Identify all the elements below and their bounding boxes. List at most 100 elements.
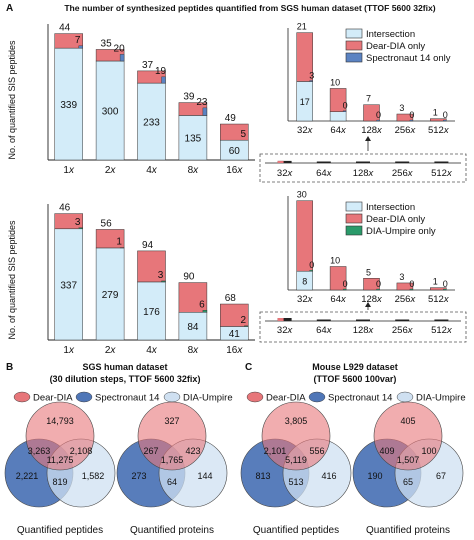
- inset-dear-label: 7: [366, 94, 371, 104]
- venn-legend-label: DIA-Umpire: [183, 393, 233, 404]
- inset-bar-dear-dia: [329, 88, 347, 112]
- bar-other-only: [161, 280, 166, 283]
- bar-dear-dia: [220, 303, 249, 327]
- inset-other-label: 0: [409, 279, 414, 289]
- zoom-mini-bar-accent: [277, 318, 284, 321]
- venn-caption: Quantified proteins: [130, 525, 214, 536]
- other-label: 3: [158, 270, 164, 281]
- inset-bar-dear-dia: [430, 287, 447, 291]
- zoom-x-tick-label: 256x: [392, 325, 414, 336]
- inset-bar-dear-dia: [430, 118, 447, 122]
- inset-bar-intersection: [329, 111, 347, 122]
- bottom-ylabel: No. of quantified SIS peptides: [7, 220, 17, 340]
- inset-bar-dear-dia: [363, 104, 380, 122]
- dear-dia-label: 35: [101, 38, 113, 49]
- inset-bar-dear-dia: [363, 278, 380, 291]
- venn-legend-swatch: [308, 391, 326, 403]
- venn-center: 1,765: [161, 455, 184, 465]
- x-tick-label: 4x: [146, 165, 158, 176]
- intersection-label: 337: [60, 280, 77, 291]
- other-label: 2: [241, 315, 247, 326]
- venn-top-left: 409: [379, 446, 394, 456]
- inset-other-label: 0: [309, 260, 314, 270]
- legend-label: Intersection: [366, 29, 415, 40]
- bar-other-only: [202, 107, 208, 116]
- inset-other-label: 0: [409, 110, 414, 120]
- panel-b-title-line2: (30 dilution steps, TTOF 5600 32fix): [50, 374, 201, 384]
- intersection-label: 233: [143, 118, 160, 129]
- venn-legend-swatch: [75, 391, 93, 403]
- inset-x-tick-label: 512x: [428, 125, 450, 136]
- inset-other-label: 0: [376, 279, 381, 289]
- inset-other-label: 0: [443, 279, 448, 289]
- bottom-zoom-region: 32x 64x 128x 256x 512x: [259, 302, 467, 343]
- bar-intersection: [137, 82, 166, 161]
- other-label: 5: [241, 129, 247, 140]
- bar-other-only: [202, 310, 208, 313]
- inset-dear-label: 1: [433, 108, 438, 118]
- venn-legend-label: Spectronaut 14: [328, 393, 392, 404]
- inset-x-tick-label: 512x: [428, 294, 450, 305]
- inset-bar-other-only: [409, 288, 414, 291]
- top-ylabel: No. of quantified SIS peptides: [7, 40, 17, 160]
- bar-intersection: [95, 60, 125, 161]
- venn-top-only: 3,805: [285, 416, 308, 426]
- inset-dear-label: 21: [297, 22, 307, 32]
- venn-circle-dear-dia: [261, 401, 331, 471]
- other-label: 23: [196, 97, 208, 108]
- inset-dear-label: 3: [399, 272, 404, 282]
- panel-a-title: The number of synthesized peptides quant…: [64, 3, 435, 13]
- inset-intersection-label: 8: [302, 277, 307, 287]
- inset-x-tick-label: 64x: [330, 294, 347, 305]
- bar-dear-dia: [54, 213, 83, 230]
- intersection-label: 60: [229, 146, 241, 157]
- dear-dia-label: 46: [59, 203, 71, 214]
- venn-legend-swatch: [13, 391, 31, 403]
- other-label: 7: [75, 35, 81, 46]
- zoom-arrow-head: [365, 302, 371, 307]
- x-tick-label: 16x: [226, 345, 243, 356]
- inset-dear-label: 3: [399, 103, 404, 113]
- venn-caption: Quantified peptides: [253, 525, 339, 536]
- legend-label: Spectronaut 14 only: [366, 53, 451, 64]
- inset-other-label: 0: [443, 110, 448, 120]
- zoom-mini-bar: [277, 160, 292, 163]
- zoom-x-tick-label: 128x: [353, 168, 375, 179]
- venn-legend-swatch: [396, 391, 414, 403]
- zoom-x-tick-label: 256x: [392, 168, 414, 179]
- venn-circle-dear-dia: [25, 401, 95, 471]
- inset-x-tick-label: 128x: [361, 294, 383, 305]
- intersection-label: 339: [60, 100, 77, 111]
- venn-legend-b: Dear-DIA Spectronaut 14 DIA-Umpire: [13, 391, 233, 404]
- venn-left-only: 273: [131, 471, 146, 481]
- venn-legend-c: Dear-DIA Spectronaut 14 DIA-Umpire: [246, 391, 466, 404]
- inset-x-tick-label: 128x: [361, 125, 383, 136]
- zoom-x-tick-label: 512x: [431, 325, 453, 336]
- other-label: 20: [114, 43, 126, 54]
- inset-bar-other-only: [342, 110, 347, 112]
- intersection-label: 135: [185, 134, 202, 145]
- dear-dia-label: 49: [225, 113, 237, 124]
- inset-other-label: 0: [376, 110, 381, 120]
- inset-bar-other-only: [309, 80, 313, 82]
- zoom-mini-bar: [434, 161, 449, 163]
- dear-dia-label: 90: [183, 272, 195, 283]
- panel-a-letter: A: [6, 3, 13, 14]
- zoom-mini-bar: [395, 319, 410, 321]
- legend-swatch: [345, 40, 363, 51]
- inset-x-tick-label: 256x: [395, 125, 417, 136]
- intersection-label: 84: [187, 322, 199, 333]
- dear-dia-label: 37: [142, 60, 154, 71]
- legend-swatch: [345, 225, 363, 236]
- inset-x-tick-label: 32x: [297, 294, 314, 305]
- bar-other-only: [78, 45, 83, 49]
- zoom-mini-bar: [395, 161, 410, 163]
- bar-intersection: [54, 228, 83, 341]
- x-tick-label: 1x: [63, 345, 75, 356]
- venn-left-only: 2,221: [16, 471, 39, 481]
- other-label: 6: [199, 299, 205, 310]
